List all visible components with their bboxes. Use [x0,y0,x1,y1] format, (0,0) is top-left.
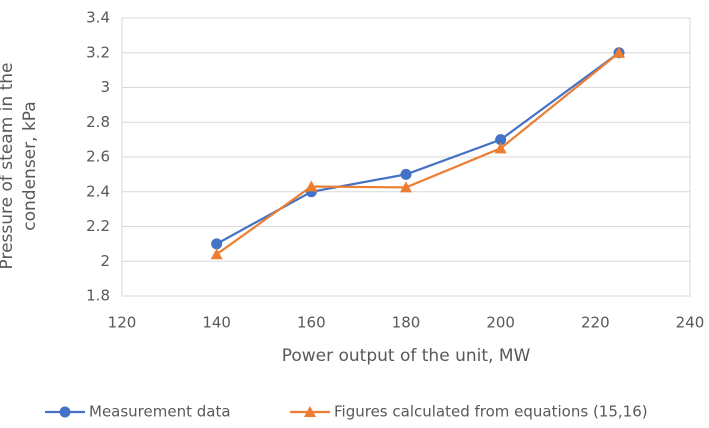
y-tick-label: 2.6 [86,148,110,166]
y-tick-label: 2 [100,252,110,270]
series-line [216,51,620,256]
marker [494,142,507,154]
x-tick-label: 140 [202,314,231,332]
y-tick-label: 3 [100,78,110,96]
y-tick-label: 3.2 [86,43,110,61]
x-tick-label: 180 [392,314,421,332]
marker [211,238,223,250]
x-tick-label: 120 [108,314,137,332]
legend-marker [59,406,71,418]
y-tick-label: 2.2 [86,217,110,235]
legend-label: Measurement data [89,403,231,421]
marker [400,181,412,193]
x-axis-label: Power output of the unit, MW [282,346,531,366]
marker [210,248,223,260]
y-axis-label: Pressure of steam in the condenser, kPa [0,62,40,270]
x-tick-label: 160 [297,314,326,332]
y-tick-label: 1.8 [86,287,110,305]
x-tick-label: 220 [581,314,610,332]
y-tick-label: 3.4 [86,9,110,27]
y-tick-label: 2.8 [86,113,110,131]
legend-marker [304,406,316,417]
x-tick-label: 240 [676,314,705,332]
y-tick-label: 2.4 [86,182,110,200]
legend-label: Figures calculated from equations (15,16… [334,403,648,421]
series-line [216,51,620,245]
marker [400,168,412,180]
marker [613,46,625,58]
marker [495,134,507,146]
marker [305,180,318,192]
plot-border [121,17,691,297]
x-tick-label: 200 [486,314,515,332]
